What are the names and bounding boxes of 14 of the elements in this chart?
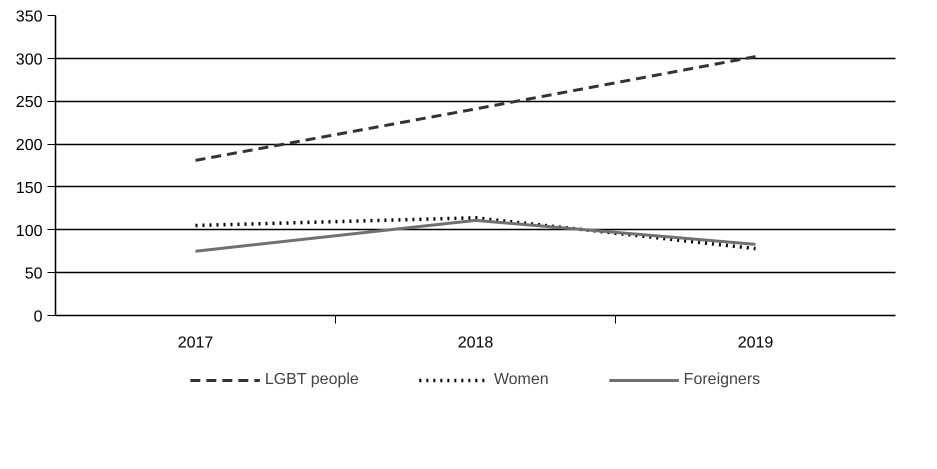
legend-label: Foreigners (684, 371, 760, 389)
x-tick-label: 2018 (458, 334, 494, 352)
y-tick-label: 350 (16, 8, 43, 26)
y-tick-label: 100 (16, 222, 43, 240)
y-tick-label: 200 (16, 137, 43, 154)
y-tick-label: 150 (16, 180, 43, 197)
y-tick-label: 300 (16, 51, 43, 68)
x-tick-label: 2017 (178, 334, 214, 352)
y-tick-label: 0 (34, 308, 43, 326)
y-tick-label: 250 (16, 94, 43, 112)
legend-label: LGBT people (264, 371, 359, 389)
x-tick-label: 2019 (738, 334, 774, 352)
y-tick-label: 50 (24, 266, 43, 283)
legend-label: Women (494, 371, 549, 389)
